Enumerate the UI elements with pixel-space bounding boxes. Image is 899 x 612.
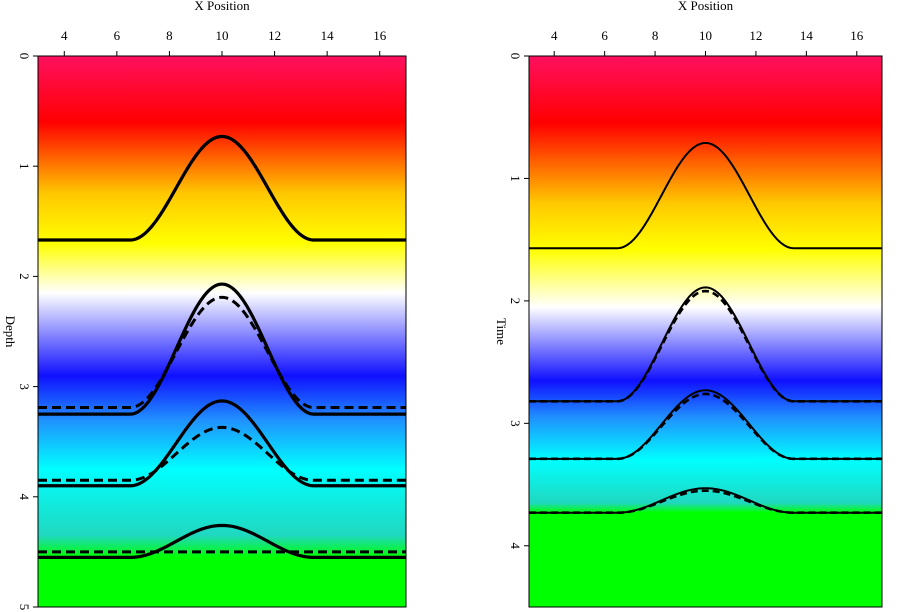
y-tick-label: 3	[17, 383, 32, 390]
horizon-solid-4	[38, 399, 406, 488]
depth-y-axis-title: Depth	[3, 316, 18, 348]
y-tick-label: 0	[17, 53, 32, 60]
y-tick-label: 3	[508, 420, 523, 427]
x-tick-label: 4	[551, 28, 558, 43]
time-horizons	[529, 141, 882, 515]
x-tick-label: 12	[268, 28, 281, 43]
depth-x-ticks: 4 6 8 10 12 14 16	[61, 28, 387, 56]
depth-horizons	[38, 134, 406, 560]
x-tick-label: 4	[61, 28, 68, 43]
horizon-dashed-2	[529, 289, 882, 403]
horizon-dashed-3	[38, 295, 406, 410]
horizon-dashed-5	[38, 425, 406, 482]
time-x-axis-title: X Position	[678, 0, 734, 13]
y-tick-label: 1	[508, 175, 523, 182]
time-background	[529, 56, 882, 607]
depth-background	[38, 56, 406, 607]
horizon-solid-6	[38, 523, 406, 560]
time-y-axis-title: Time	[494, 318, 509, 345]
x-tick-label: 12	[749, 28, 762, 43]
x-tick-label: 10	[699, 28, 712, 43]
y-tick-label: 2	[508, 298, 523, 305]
y-tick-label: 5	[17, 604, 32, 611]
x-tick-label: 16	[373, 28, 387, 43]
x-tick-label: 14	[800, 28, 814, 43]
horizon-dashed-4	[529, 392, 882, 461]
horizon-dashed-1	[38, 134, 406, 242]
depth-y-ticks: 0 1 2 3 4 5	[17, 53, 38, 611]
x-tick-label: 8	[166, 28, 173, 43]
x-tick-label: 16	[850, 28, 864, 43]
y-tick-label: 4	[17, 494, 32, 501]
y-tick-label: 0	[508, 53, 523, 60]
x-tick-label: 6	[601, 28, 608, 43]
x-tick-label: 14	[321, 28, 335, 43]
time-y-ticks: 0 1 2 3 4	[508, 53, 529, 550]
horizon-dashed-6	[529, 489, 882, 515]
horizon-solid-2	[38, 282, 406, 416]
y-tick-label: 2	[17, 273, 32, 280]
time-x-ticks: 4 6 8 10 12 14 16	[551, 28, 864, 56]
depth-x-axis-title: X Position	[194, 0, 250, 13]
x-tick-label: 10	[216, 28, 229, 43]
y-tick-label: 1	[17, 163, 32, 170]
x-tick-label: 8	[652, 28, 659, 43]
horizon-solid-0	[529, 141, 882, 250]
y-tick-label: 4	[508, 543, 523, 550]
x-tick-label: 6	[114, 28, 121, 43]
